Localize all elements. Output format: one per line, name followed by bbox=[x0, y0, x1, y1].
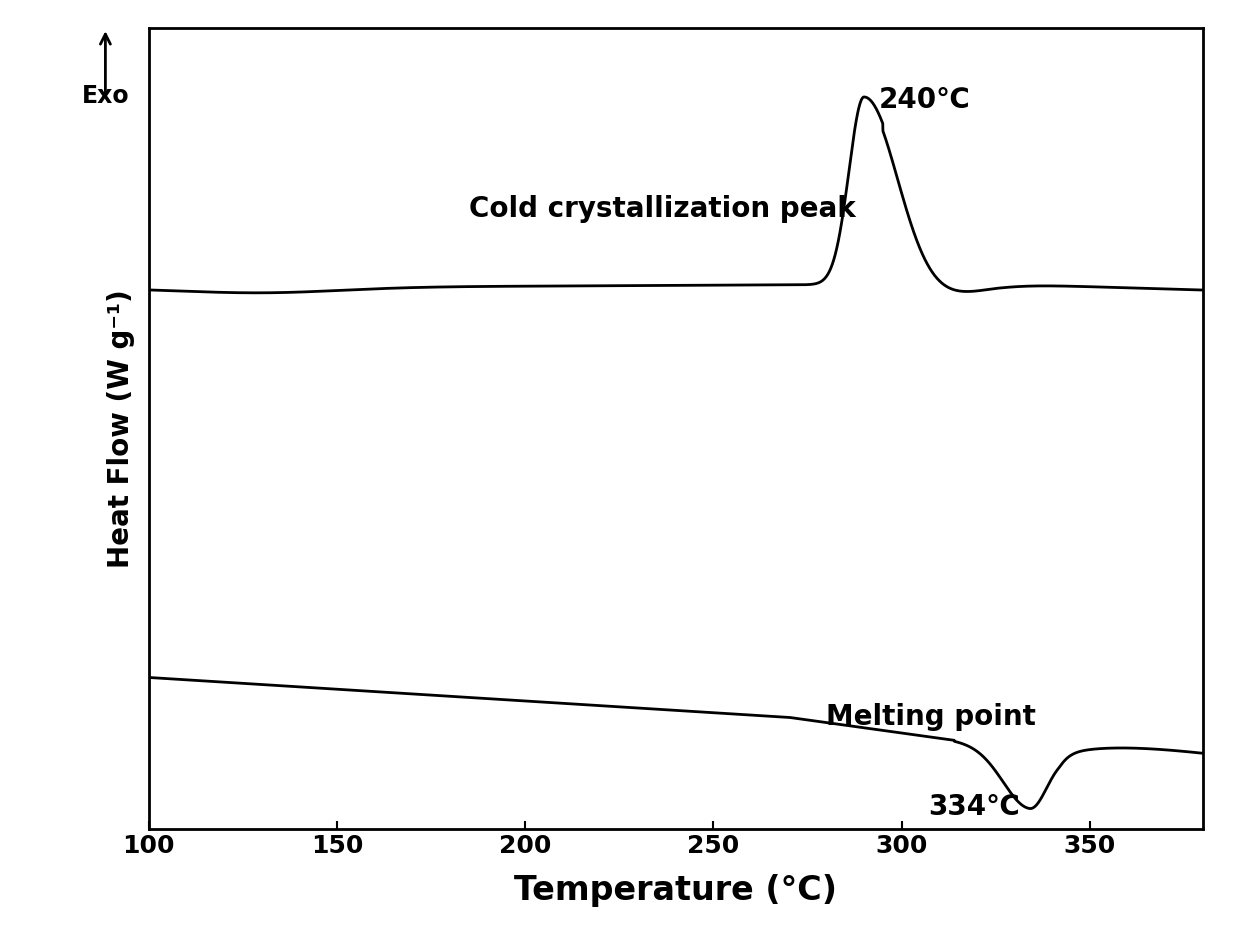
X-axis label: Temperature (°C): Temperature (°C) bbox=[515, 874, 837, 907]
Text: 334℃: 334℃ bbox=[928, 793, 1019, 820]
Text: Cold crystallization peak: Cold crystallization peak bbox=[469, 195, 856, 222]
Text: Exo: Exo bbox=[82, 85, 129, 108]
Text: Melting point: Melting point bbox=[826, 703, 1037, 731]
Text: 240℃: 240℃ bbox=[879, 86, 971, 114]
Y-axis label: Heat Flow (W g⁻¹): Heat Flow (W g⁻¹) bbox=[107, 289, 135, 568]
